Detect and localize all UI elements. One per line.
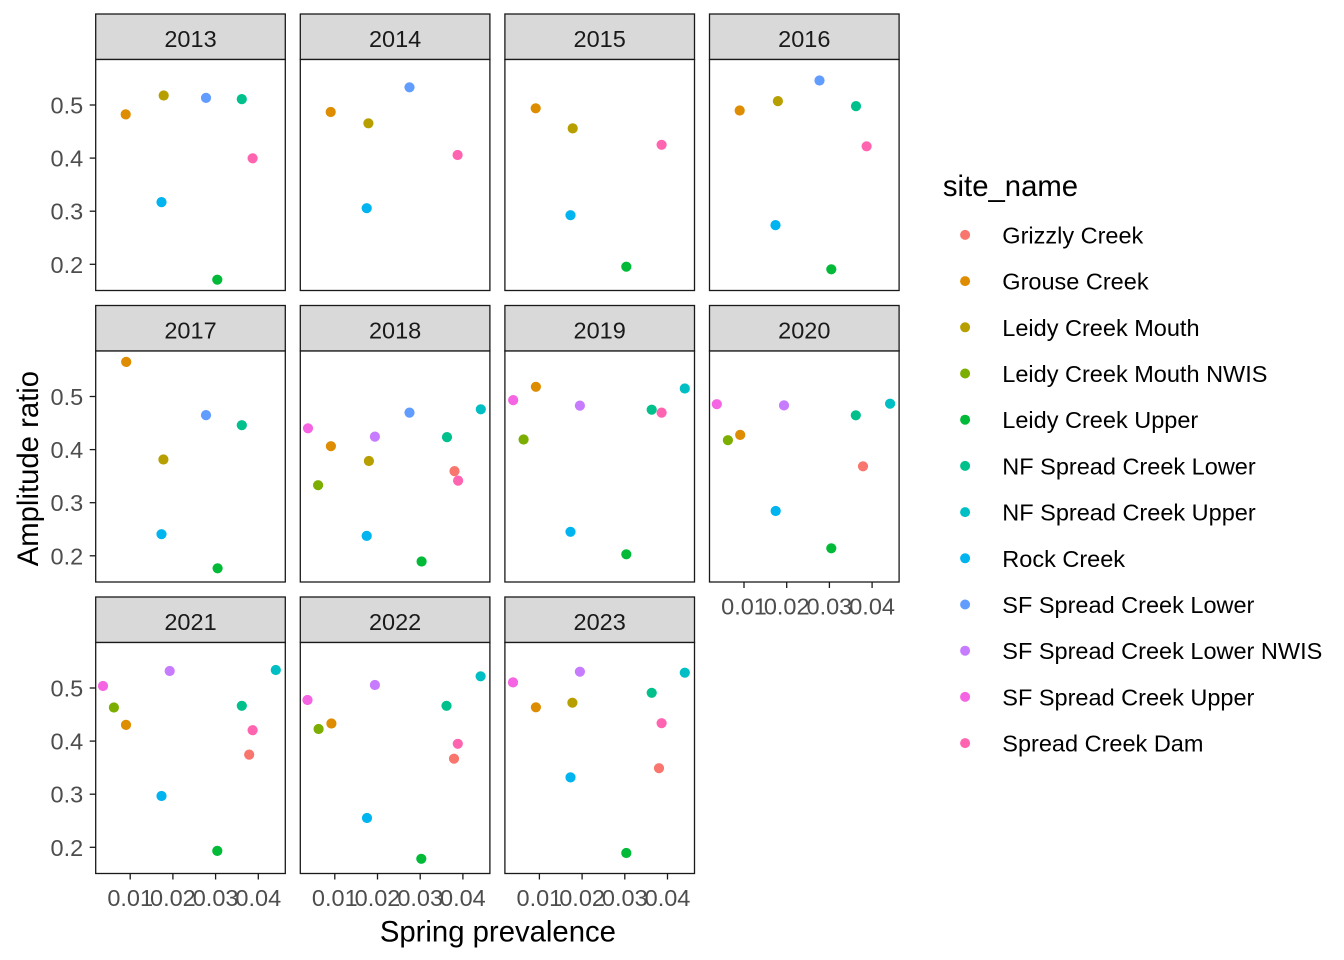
svg-text:2022: 2022 bbox=[369, 609, 421, 635]
svg-text:0.04: 0.04 bbox=[645, 885, 691, 911]
svg-text:2021: 2021 bbox=[164, 609, 216, 635]
svg-text:0.2: 0.2 bbox=[51, 543, 84, 569]
svg-text:0.04: 0.04 bbox=[849, 593, 895, 619]
svg-text:0.02: 0.02 bbox=[150, 885, 196, 911]
svg-text:0.02: 0.02 bbox=[764, 593, 810, 619]
svg-text:Grouse Creek: Grouse Creek bbox=[1002, 269, 1149, 295]
svg-text:0.03: 0.03 bbox=[397, 885, 443, 911]
svg-text:0.4: 0.4 bbox=[51, 729, 84, 755]
svg-text:2014: 2014 bbox=[369, 26, 421, 52]
svg-text:0.03: 0.03 bbox=[807, 593, 853, 619]
svg-text:SF Spread Creek Upper: SF Spread Creek Upper bbox=[1002, 684, 1254, 710]
svg-text:0.2: 0.2 bbox=[51, 252, 84, 278]
svg-text:0.2: 0.2 bbox=[51, 835, 84, 861]
svg-text:0.04: 0.04 bbox=[235, 885, 281, 911]
svg-text:2015: 2015 bbox=[574, 26, 626, 52]
svg-text:Leidy Creek Upper: Leidy Creek Upper bbox=[1002, 407, 1198, 433]
svg-text:site_name: site_name bbox=[943, 170, 1078, 203]
svg-text:Rock Creek: Rock Creek bbox=[1002, 546, 1125, 572]
svg-text:2023: 2023 bbox=[574, 609, 626, 635]
svg-text:SF Spread Creek Lower: SF Spread Creek Lower bbox=[1002, 592, 1254, 618]
svg-text:Amplitude ratio: Amplitude ratio bbox=[12, 371, 45, 566]
svg-text:0.4: 0.4 bbox=[51, 437, 84, 463]
svg-text:0.3: 0.3 bbox=[51, 199, 84, 225]
svg-text:0.3: 0.3 bbox=[51, 490, 84, 516]
svg-text:Spread Creek Dam: Spread Creek Dam bbox=[1002, 731, 1203, 757]
svg-text:NF Spread Creek Lower: NF Spread Creek Lower bbox=[1002, 453, 1256, 479]
svg-text:2019: 2019 bbox=[574, 317, 626, 343]
svg-text:0.02: 0.02 bbox=[355, 885, 401, 911]
svg-text:0.01: 0.01 bbox=[107, 885, 153, 911]
svg-text:0.01: 0.01 bbox=[312, 885, 358, 911]
svg-text:Grizzly Creek: Grizzly Creek bbox=[1002, 222, 1143, 248]
svg-text:0.02: 0.02 bbox=[559, 885, 605, 911]
svg-text:0.5: 0.5 bbox=[51, 676, 84, 702]
svg-text:NF Spread Creek Upper: NF Spread Creek Upper bbox=[1002, 500, 1256, 526]
svg-text:0.03: 0.03 bbox=[193, 885, 239, 911]
svg-text:0.01: 0.01 bbox=[721, 593, 767, 619]
svg-text:2013: 2013 bbox=[164, 26, 216, 52]
svg-text:2020: 2020 bbox=[778, 317, 830, 343]
svg-text:2018: 2018 bbox=[369, 317, 421, 343]
svg-text:SF Spread Creek Lower NWIS: SF Spread Creek Lower NWIS bbox=[1002, 638, 1322, 664]
svg-text:0.01: 0.01 bbox=[517, 885, 563, 911]
svg-text:0.5: 0.5 bbox=[51, 93, 84, 119]
svg-text:2017: 2017 bbox=[164, 317, 216, 343]
svg-text:0.3: 0.3 bbox=[51, 782, 84, 808]
svg-text:0.4: 0.4 bbox=[51, 146, 84, 172]
svg-text:2016: 2016 bbox=[778, 26, 830, 52]
svg-text:0.03: 0.03 bbox=[602, 885, 648, 911]
svg-text:0.04: 0.04 bbox=[440, 885, 486, 911]
svg-text:Leidy Creek Mouth: Leidy Creek Mouth bbox=[1002, 315, 1199, 341]
svg-text:0.5: 0.5 bbox=[51, 384, 84, 410]
svg-text:Spring prevalence: Spring prevalence bbox=[380, 916, 616, 949]
svg-text:Leidy Creek Mouth NWIS: Leidy Creek Mouth NWIS bbox=[1002, 361, 1267, 387]
